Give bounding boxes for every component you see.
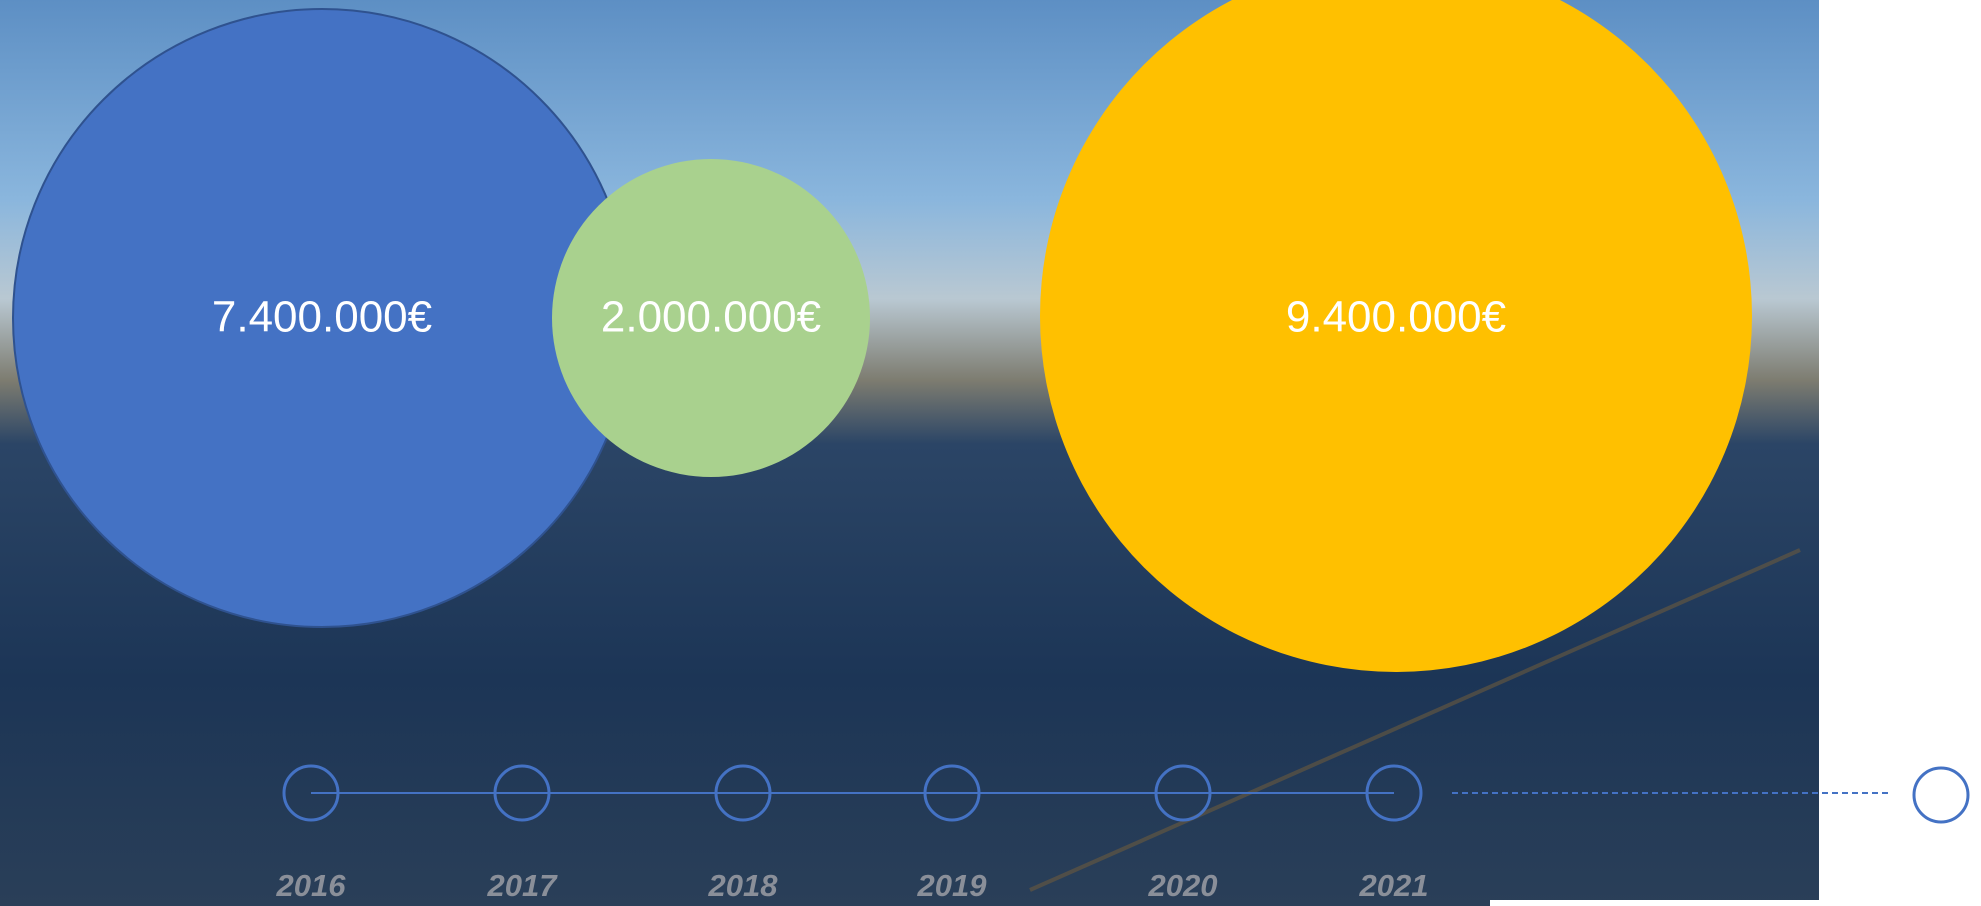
amount-label: 9.400.000€ [1286,293,1506,342]
year-label: 2016 [276,868,347,903]
slide: 7.400.000€ 2.000.000€ 9.400.000€ 2016 201… [0,0,1981,906]
year-label: 2017 [487,868,559,903]
year-label: 2019 [917,868,988,903]
page: {"bubbles": [{"label": "7.400.000€"}, {"… [0,0,1981,906]
year-label: 2018 [708,868,779,903]
year-label: 2020 [1148,868,1218,903]
amount-label: 7.400.000€ [212,293,432,342]
footer-strip [1490,900,1819,906]
timeline-node [1914,768,1968,822]
amount-label: 2.000.000€ [601,293,821,342]
year-label: 2021 [1359,868,1429,903]
